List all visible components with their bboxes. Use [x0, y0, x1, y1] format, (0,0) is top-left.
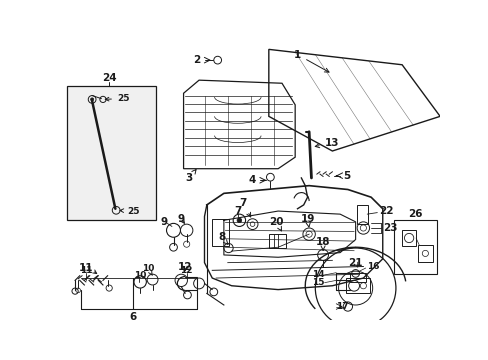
- Text: 23: 23: [382, 223, 396, 233]
- Bar: [67, 86, 156, 220]
- Text: 15: 15: [311, 278, 324, 287]
- Text: 7: 7: [234, 206, 241, 216]
- Text: 11: 11: [79, 263, 93, 273]
- Text: 13: 13: [315, 138, 339, 148]
- Text: 3: 3: [185, 170, 196, 183]
- Text: 10: 10: [134, 271, 146, 280]
- Circle shape: [237, 218, 241, 222]
- Text: 6: 6: [129, 311, 137, 321]
- Circle shape: [90, 98, 94, 101]
- Text: 4: 4: [248, 175, 256, 185]
- Bar: [393, 220, 436, 274]
- Text: 8: 8: [218, 232, 227, 244]
- Bar: [401, 230, 415, 247]
- Bar: [268, 234, 285, 248]
- Text: 25: 25: [105, 94, 129, 103]
- Text: 12: 12: [178, 261, 192, 271]
- Text: 12: 12: [180, 266, 193, 275]
- Text: 16: 16: [366, 262, 379, 271]
- Bar: [417, 245, 432, 262]
- Text: 25: 25: [120, 207, 139, 216]
- Text: 14: 14: [311, 270, 324, 279]
- Bar: [346, 278, 369, 293]
- Bar: [356, 205, 367, 224]
- Text: 7: 7: [239, 198, 250, 217]
- Text: 11: 11: [80, 266, 92, 275]
- Text: 10: 10: [142, 264, 154, 275]
- Text: 19: 19: [300, 214, 314, 227]
- Text: 1: 1: [293, 50, 328, 72]
- Bar: [349, 273, 365, 282]
- Text: 17: 17: [336, 302, 348, 311]
- Text: 20: 20: [269, 217, 283, 231]
- Text: 26: 26: [407, 209, 422, 219]
- Text: 18: 18: [315, 237, 330, 250]
- Text: 24: 24: [102, 73, 116, 83]
- Text: 9: 9: [161, 217, 167, 227]
- Text: 9: 9: [177, 214, 184, 224]
- Text: 21: 21: [347, 258, 362, 267]
- Bar: [212, 219, 229, 246]
- Text: 2: 2: [193, 55, 200, 65]
- Text: 22: 22: [378, 206, 392, 216]
- Text: 5: 5: [342, 171, 349, 181]
